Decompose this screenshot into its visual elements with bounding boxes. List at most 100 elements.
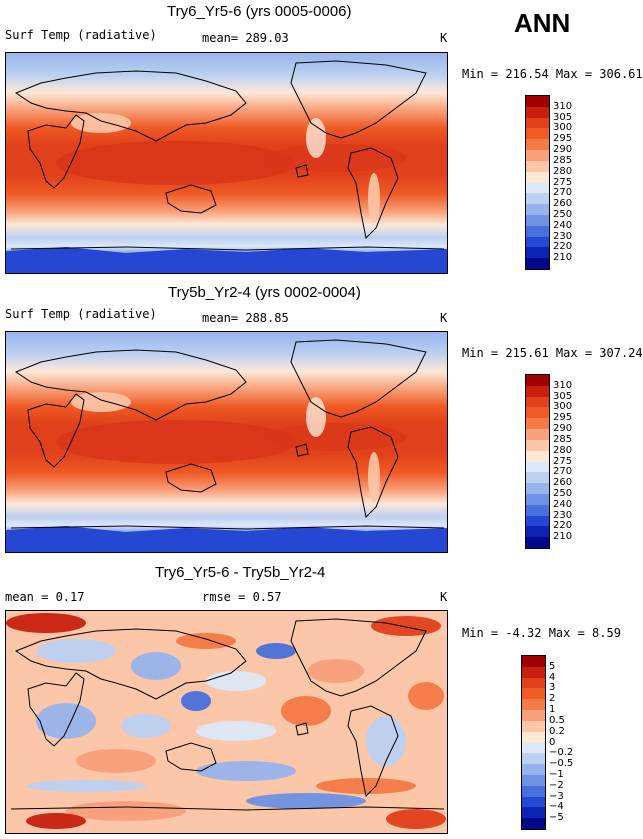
- colorbar-tick-label: 270: [553, 466, 573, 478]
- colorbar-tick-label: 3: [549, 682, 556, 694]
- colorbar-swatch: [522, 656, 545, 667]
- colorbar-tick-label: 300: [553, 401, 573, 413]
- colorbar-tick-label: 260: [553, 198, 573, 210]
- colorbar-swatch: [526, 461, 549, 473]
- colorbar-swatch: [526, 225, 549, 237]
- panel-3-colorbar-swatches: [522, 656, 545, 829]
- colorbar-tick-label: 1: [549, 704, 556, 716]
- colorbar-tick-label: 285: [553, 433, 573, 445]
- colorbar-swatch: [522, 785, 545, 797]
- colorbar-swatch: [526, 472, 549, 484]
- colorbar-swatch: [526, 396, 549, 408]
- colorbar-swatch: [522, 720, 545, 732]
- panel-1-mean-label: mean= 289.03: [202, 31, 289, 45]
- colorbar-tick-label: −2: [549, 779, 564, 791]
- colorbar-tick-label: 280: [553, 165, 573, 177]
- colorbar-swatch: [526, 193, 549, 205]
- panel-2-map: [5, 331, 448, 553]
- colorbar-tick-label: 220: [553, 520, 573, 532]
- colorbar-swatch: [526, 450, 549, 462]
- colorbar-swatch: [526, 128, 549, 140]
- colorbar-swatch: [526, 150, 549, 161]
- colorbar-swatch: [526, 182, 549, 194]
- colorbar-swatch: [526, 204, 549, 215]
- panel-1-title: Try6_Yr5-6 (yrs 0005-0006): [167, 3, 352, 20]
- colorbar-tick-label: 230: [553, 509, 573, 521]
- panel-2-colorbar: [525, 374, 550, 549]
- colorbar-tick-label: 275: [553, 455, 573, 467]
- colorbar-tick-label: 0.2: [549, 725, 565, 737]
- panel-2-unit: K: [440, 311, 448, 325]
- colorbar-swatch: [526, 139, 549, 151]
- colorbar-swatch: [522, 796, 545, 808]
- colorbar-tick-label: 5: [549, 660, 556, 672]
- panel-3-rmse-label: rmse = 0.57: [202, 590, 282, 604]
- colorbar-swatch: [522, 666, 545, 678]
- colorbar-tick-label: 290: [553, 144, 573, 156]
- colorbar-swatch: [526, 385, 549, 397]
- colorbar-tick-label: 250: [553, 208, 573, 220]
- panel-3-map: [5, 610, 448, 834]
- colorbar-swatch: [526, 106, 549, 118]
- season-label: ANN: [514, 8, 571, 38]
- colorbar-tick-label: 310: [553, 379, 573, 391]
- panel-2-variable-label: Surf Temp (radiative): [5, 307, 157, 321]
- colorbar-swatch: [526, 504, 549, 516]
- colorbar-tick-label: −1: [549, 768, 564, 780]
- panel-1-map: [5, 52, 448, 274]
- colorbar-tick-label: 240: [553, 498, 573, 510]
- colorbar-tick-label: −4: [549, 801, 564, 813]
- colorbar-tick-label: 260: [553, 477, 573, 489]
- panel-1-variable-label: Surf Temp (radiative): [5, 28, 157, 42]
- colorbar-swatch: [526, 258, 549, 269]
- colorbar-tick-label: 300: [553, 122, 573, 134]
- panel-2-mean-label: mean= 288.85: [202, 311, 289, 325]
- colorbar-swatch: [526, 247, 549, 259]
- colorbar-tick-label: 210: [553, 252, 573, 264]
- colorbar-tick-label: 310: [553, 100, 573, 112]
- colorbar-swatch: [522, 818, 545, 829]
- colorbar-tick-label: 210: [553, 531, 573, 543]
- colorbar-tick-label: 0.5: [549, 714, 565, 726]
- colorbar-swatch: [526, 483, 549, 494]
- colorbar-swatch: [522, 742, 545, 754]
- panel-2-minmax: Min = 215.61 Max = 307.24: [462, 346, 643, 360]
- colorbar-swatch: [526, 537, 549, 548]
- colorbar-swatch: [526, 160, 549, 172]
- panel-1-colorbar: [525, 95, 550, 270]
- panel-3-colorbar: [521, 655, 546, 830]
- colorbar-swatch: [526, 214, 549, 226]
- colorbar-tick-label: 295: [553, 412, 573, 424]
- colorbar-tick-label: 220: [553, 241, 573, 253]
- colorbar-tick-label: 295: [553, 133, 573, 145]
- colorbar-tick-label: 280: [553, 444, 573, 456]
- colorbar-swatch: [526, 418, 549, 430]
- panel-3-title: Try6_Yr5-6 - Try5b_Yr2-4: [155, 564, 326, 581]
- panel-1-minmax: Min = 216.54 Max = 306.61: [462, 67, 643, 81]
- colorbar-swatch: [522, 731, 545, 743]
- colorbar-swatch: [526, 439, 549, 451]
- panel-3-unit: K: [440, 590, 448, 604]
- colorbar-swatch: [526, 407, 549, 419]
- panel-3-mean-label: mean = 0.17: [5, 590, 85, 604]
- colorbar-swatch: [522, 688, 545, 700]
- colorbar-swatch: [526, 375, 549, 386]
- colorbar-tick-label: 4: [549, 671, 556, 683]
- colorbar-tick-label: 290: [553, 423, 573, 435]
- colorbar-tick-label: 2: [549, 693, 556, 705]
- colorbar-swatch: [522, 774, 545, 786]
- colorbar-tick-label: 0: [549, 736, 556, 748]
- panel-1-colorbar-swatches: [526, 96, 549, 269]
- colorbar-swatch: [526, 493, 549, 505]
- colorbar-swatch: [522, 699, 545, 711]
- colorbar-swatch: [526, 515, 549, 527]
- colorbar-tick-label: 275: [553, 176, 573, 188]
- colorbar-tick-label: −3: [549, 790, 564, 802]
- colorbar-swatch: [526, 117, 549, 129]
- panel-1-unit: K: [440, 31, 448, 45]
- colorbar-swatch: [522, 677, 545, 689]
- colorbar-tick-label: 270: [553, 187, 573, 199]
- colorbar-tick-label: −5: [549, 812, 564, 824]
- colorbar-swatch: [522, 710, 545, 721]
- colorbar-swatch: [526, 429, 549, 440]
